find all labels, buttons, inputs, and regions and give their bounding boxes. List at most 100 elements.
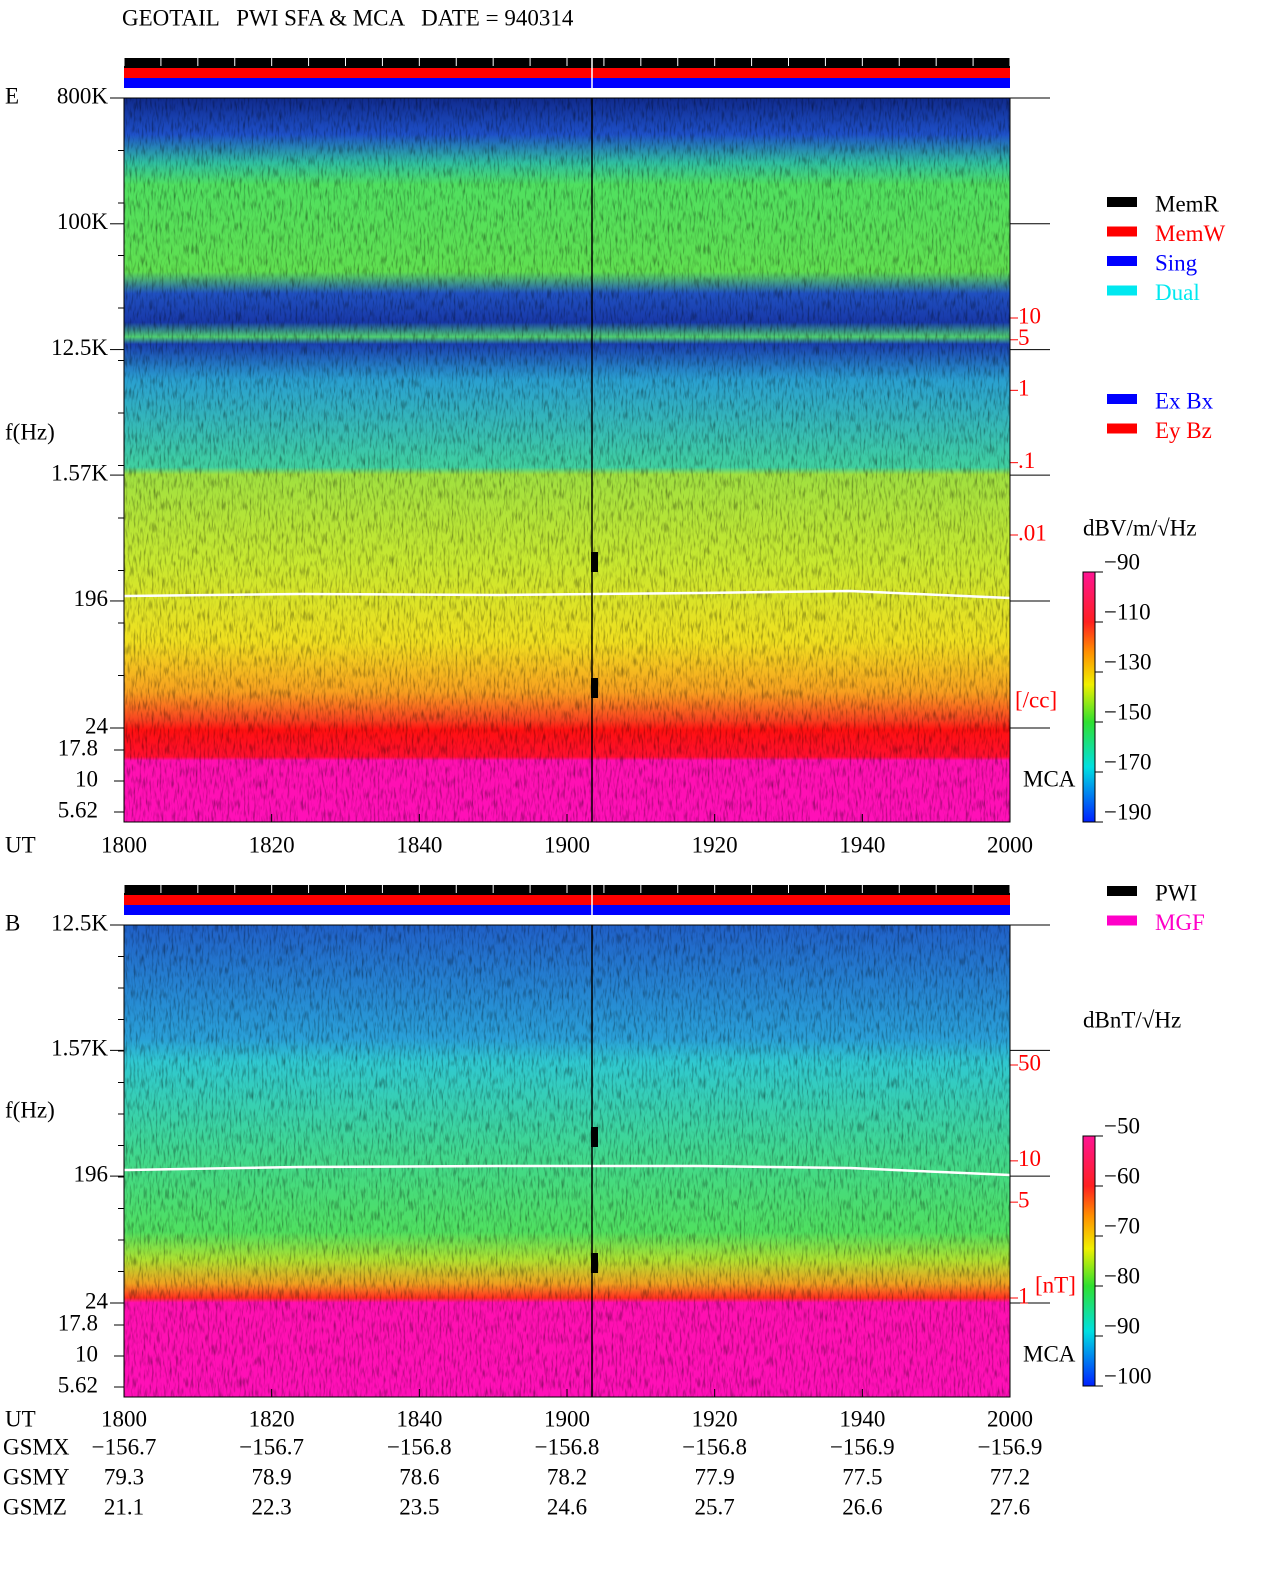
ephemeris-value: 23.5 xyxy=(399,1494,439,1519)
colorbar-tick-label: −90 xyxy=(1104,1313,1140,1338)
y-tick-label: 24 xyxy=(85,1288,109,1313)
y-tick-label: 196 xyxy=(74,586,109,611)
mca-tick-label: 10 xyxy=(75,766,98,791)
y-tick-label: 1.57K xyxy=(51,1036,108,1061)
ephemeris-value: 21.1 xyxy=(104,1494,144,1519)
panel-label: E xyxy=(5,83,19,108)
legend-label: MemW xyxy=(1155,221,1226,246)
colorbar xyxy=(1082,571,1096,823)
ephemeris-label: GSMX xyxy=(3,1434,70,1459)
marker-block xyxy=(591,552,598,572)
ephemeris-value: 24.6 xyxy=(547,1494,587,1519)
status-bar xyxy=(124,905,1010,915)
mca-tick-label: 10 xyxy=(75,1341,98,1366)
mca-tick-label: 17.8 xyxy=(58,1310,98,1335)
y-tick-label: 12.5K xyxy=(51,335,108,360)
white-trace xyxy=(123,589,1011,600)
x-tick-label: 1920 xyxy=(692,832,738,857)
mca-tick-label: 5.62 xyxy=(58,797,98,822)
x-tick-label: 1920 xyxy=(692,1406,738,1431)
ephemeris-value: 78.6 xyxy=(399,1464,439,1489)
colorbar-tick-label: −110 xyxy=(1104,599,1151,624)
legend-label: MemR xyxy=(1155,191,1220,216)
ephemeris-value: −156.9 xyxy=(978,1434,1043,1459)
ephemeris-value: −156.7 xyxy=(92,1434,157,1459)
legend-swatch xyxy=(1107,423,1137,434)
y2-axis-label: [nT] xyxy=(1035,1272,1076,1297)
legend-swatch xyxy=(1107,915,1137,926)
ephemeris-value: 77.5 xyxy=(842,1464,882,1489)
panel-label: B xyxy=(5,910,20,935)
ephemeris-value: 78.9 xyxy=(252,1464,292,1489)
ephemeris-value: 77.2 xyxy=(990,1464,1030,1489)
colorbar-tick-label: −100 xyxy=(1104,1363,1151,1388)
ephemeris-value: 22.3 xyxy=(252,1494,292,1519)
status-bar xyxy=(124,68,1010,78)
title: GEOTAIL PWI SFA & MCA DATE = 940314 xyxy=(122,5,574,30)
x-tick-label: 1940 xyxy=(839,1406,885,1431)
marker-block xyxy=(591,678,598,698)
mca-label: MCA xyxy=(1023,1341,1076,1366)
legend-swatch xyxy=(1107,256,1137,266)
ephemeris-value: 26.6 xyxy=(842,1494,882,1519)
ephemeris-value: −156.8 xyxy=(535,1434,600,1459)
legend-swatch xyxy=(1107,285,1137,296)
ephemeris-value: −156.9 xyxy=(830,1434,895,1459)
y2-tick-label: 5 xyxy=(1018,325,1030,350)
colorbar-tick-label: −50 xyxy=(1104,1113,1140,1138)
colorbar-tick-label: −70 xyxy=(1104,1213,1140,1238)
x-tick-label: 2000 xyxy=(987,1406,1033,1431)
x-tick-label: 1940 xyxy=(839,832,885,857)
y2-tick-label: .1 xyxy=(1018,448,1035,473)
colorbar-tick-label: −130 xyxy=(1104,649,1151,674)
y-axis-label: f(Hz) xyxy=(5,419,55,444)
legend-label: Ex Bx xyxy=(1155,388,1214,413)
status-bar xyxy=(124,895,1010,905)
mca-tick-label: 5.62 xyxy=(58,1372,98,1397)
legend-swatch xyxy=(1107,886,1137,896)
legend-label: Sing xyxy=(1155,250,1198,275)
y2-tick-label: 5 xyxy=(1018,1187,1030,1212)
y-tick-label: 196 xyxy=(74,1161,109,1186)
y2-tick-label: .01 xyxy=(1018,520,1047,545)
y2-tick-label: 50 xyxy=(1018,1050,1041,1075)
legend-swatch xyxy=(1107,226,1137,237)
mca-label: MCA xyxy=(1023,766,1076,791)
ephemeris-value: 27.6 xyxy=(990,1494,1030,1519)
legend-label: Ey Bz xyxy=(1155,418,1212,443)
plot-frame xyxy=(123,97,1011,823)
x-axis-label: UT xyxy=(5,1406,36,1431)
ephemeris-value: 78.2 xyxy=(547,1464,587,1489)
plot-frame xyxy=(123,924,1011,1398)
ephemeris-label: GSMY xyxy=(3,1464,70,1489)
y2-tick-label: 10 xyxy=(1018,303,1041,328)
legend-swatch xyxy=(1107,197,1137,207)
legend-label: Dual xyxy=(1155,280,1200,305)
white-trace xyxy=(123,1164,1011,1177)
y-tick-label: 1.57K xyxy=(51,460,108,485)
spectrogram-texture xyxy=(124,925,1010,1397)
x-tick-label: 1900 xyxy=(544,1406,590,1431)
colorbar-tick-label: −60 xyxy=(1104,1163,1140,1188)
ephemeris-value: 25.7 xyxy=(695,1494,735,1519)
ephemeris-label: GSMZ xyxy=(3,1494,67,1519)
legend-label: PWI xyxy=(1155,880,1197,905)
ephemeris-value: −156.7 xyxy=(239,1434,304,1459)
ephemeris-value: 79.3 xyxy=(104,1464,144,1489)
ephemeris-value: 77.9 xyxy=(695,1464,735,1489)
x-tick-label: 2000 xyxy=(987,832,1033,857)
spectrogram-texture xyxy=(124,98,1010,822)
colorbar-tick-label: −190 xyxy=(1104,799,1151,824)
x-tick-label: 1840 xyxy=(396,1406,442,1431)
x-tick-label: 1840 xyxy=(396,832,442,857)
y-tick-label: 800K xyxy=(57,83,109,108)
y-tick-label: 100K xyxy=(57,209,109,234)
colorbar-tick-label: −150 xyxy=(1104,699,1151,724)
legend-swatch xyxy=(1107,394,1137,404)
x-tick-label: 1800 xyxy=(101,832,147,857)
x-tick-label: 1900 xyxy=(544,832,590,857)
ephemeris-value: −156.8 xyxy=(682,1434,747,1459)
colorbar-tick-label: −170 xyxy=(1104,749,1151,774)
y-tick-label: 12.5K xyxy=(51,910,108,935)
